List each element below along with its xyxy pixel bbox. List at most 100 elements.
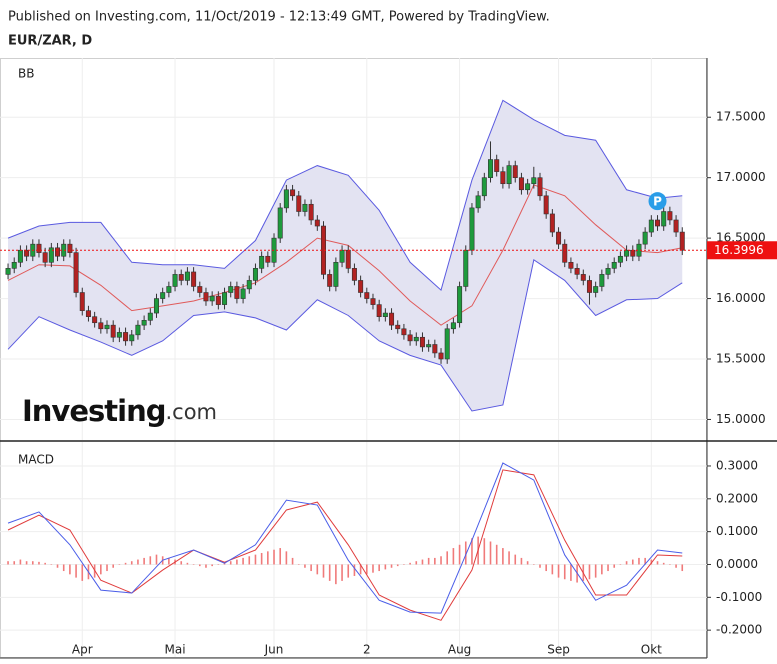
candle-body: [79, 292, 85, 311]
candle-body: [395, 324, 401, 330]
histogram-bar: [44, 562, 46, 565]
candle-body: [488, 159, 494, 178]
candle-body: [419, 336, 425, 348]
histogram-bar: [328, 564, 331, 581]
histogram-bar: [409, 562, 411, 565]
histogram-bar: [192, 564, 195, 565]
candle-body: [327, 274, 333, 287]
candle-body: [494, 159, 500, 172]
candle-body: [172, 274, 178, 287]
histogram-bar: [217, 564, 220, 565]
histogram-bar: [56, 564, 59, 568]
candle-body: [525, 183, 531, 191]
candle-body: [370, 298, 376, 305]
candle-body: [562, 243, 568, 263]
histogram-bar: [130, 561, 133, 565]
histogram-bar: [545, 564, 547, 572]
candle-body: [679, 231, 685, 251]
candle-body: [605, 268, 611, 275]
candle-body: [599, 274, 605, 287]
candle-body: [506, 165, 512, 185]
histogram-bar: [112, 564, 114, 568]
histogram-bar: [539, 564, 541, 568]
candle-body: [135, 324, 141, 336]
candle-body: [246, 280, 252, 290]
candle-body: [531, 177, 537, 185]
candle-body: [407, 334, 413, 342]
histogram-bar: [557, 564, 560, 578]
histogram-bar: [291, 557, 294, 565]
histogram-bar: [464, 541, 467, 565]
candle-body: [314, 219, 320, 227]
candle-body: [543, 195, 549, 215]
candle-body: [252, 268, 258, 281]
histogram-bar: [526, 561, 529, 565]
candle-body: [55, 247, 61, 257]
histogram-bar: [415, 561, 418, 565]
candle-body: [351, 268, 357, 281]
candle-body: [290, 189, 296, 197]
candle-body: [308, 203, 314, 221]
candle-body: [580, 274, 586, 281]
histogram-bar: [168, 557, 170, 565]
histogram-bar: [384, 564, 387, 570]
candle-body: [568, 261, 574, 269]
histogram-bar: [625, 561, 628, 565]
band-fill: [8, 100, 683, 411]
histogram-bar: [341, 564, 343, 581]
histogram-bar: [19, 559, 22, 565]
histogram-bar: [440, 556, 442, 565]
histogram-bar: [118, 564, 121, 565]
histogram-bar: [631, 559, 634, 565]
y-tick-label: 0.2000: [716, 491, 758, 505]
candle-body: [203, 292, 209, 302]
plot-layer: P: [0, 58, 707, 657]
candle-body: [364, 292, 370, 299]
logo-suffix: .com: [165, 400, 217, 424]
histogram-bar: [50, 564, 53, 565]
candle-body: [518, 177, 524, 191]
candle-body: [376, 304, 382, 317]
histogram-bar: [570, 564, 572, 581]
candle-body: [104, 324, 110, 330]
candle-body: [36, 243, 42, 253]
candle-body: [339, 249, 345, 263]
candle-body: [457, 286, 463, 324]
histogram-bar: [25, 561, 28, 565]
candle-body: [209, 295, 215, 302]
histogram-bar: [662, 562, 665, 565]
x-tick-label: Mai: [165, 643, 186, 657]
y-tick-label: 0.3000: [716, 458, 758, 472]
histogram-bar: [489, 541, 492, 565]
histogram-bar: [644, 557, 646, 565]
candle-body: [624, 249, 630, 257]
histogram-bar: [359, 564, 362, 575]
histogram-bar: [236, 559, 238, 565]
histogram-bar: [155, 554, 158, 565]
histogram-bar: [322, 564, 325, 578]
y-tick-label: 17.5000: [716, 110, 766, 124]
histogram-bar: [205, 564, 207, 568]
marker-circle: [648, 192, 667, 211]
candle-body: [673, 219, 679, 233]
histogram-bar: [69, 564, 71, 575]
histogram-bar: [365, 564, 368, 575]
candle-body: [42, 252, 48, 263]
histogram-bar: [335, 564, 337, 585]
histogram-bar: [471, 538, 473, 565]
symbol-title: EUR/ZAR, D: [8, 34, 92, 49]
candle-body: [110, 324, 116, 338]
histogram-bar: [297, 564, 300, 565]
candle-body: [302, 203, 308, 212]
histogram-bar: [7, 561, 9, 565]
candle-body: [116, 332, 122, 338]
candle-body: [469, 207, 475, 251]
candle-body: [5, 268, 11, 275]
histogram-bar: [508, 551, 510, 565]
candle-body: [345, 249, 351, 269]
histogram-bar: [248, 556, 251, 565]
histogram-bar: [588, 564, 591, 580]
histogram-bar: [421, 559, 424, 565]
candle-body: [265, 255, 271, 263]
histogram-bar: [458, 544, 461, 565]
